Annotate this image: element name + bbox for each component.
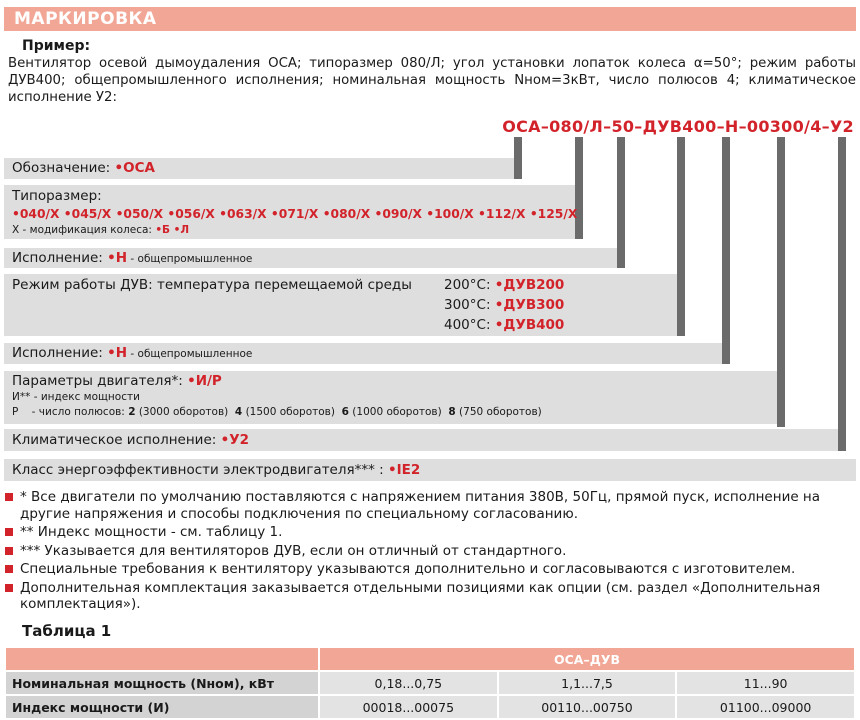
size-label: Типоразмер: [12, 188, 102, 204]
mode-label: Режим работы ДУВ: температура перемещаем… [12, 277, 412, 293]
note-item: *** Указывается для вентиляторов ДУВ, ес… [4, 543, 856, 560]
table-cell: 11...90 [675, 670, 856, 696]
table-row: Индекс мощности (И) 00018...00075 00110.… [4, 694, 856, 720]
table-row-label: Индекс мощности (И) [4, 694, 320, 720]
mode-400: 400°С: •ДУВ400 [444, 317, 565, 333]
section-title: МАРКИРОВКА [14, 9, 157, 29]
table-cell: 00018...00075 [318, 694, 499, 720]
table-header-empty [4, 646, 320, 672]
table-cell: 00110...00750 [496, 694, 678, 720]
example-title: Пример: [22, 38, 91, 54]
row-energy: Класс энергоэффективности электродвигате… [4, 459, 856, 481]
motor-label: Параметры двигателя*: •И/Р [12, 373, 222, 389]
bullet-square-icon [5, 546, 13, 555]
energy: Класс энергоэффективности электродвигате… [12, 462, 421, 478]
row-execution-2: Исполнение: •Н - общепромышленное [4, 343, 722, 364]
example-text: Вентилятор осевой дымоудаления ОСА; типо… [8, 56, 856, 105]
table-header: ОСА–ДУВ [318, 646, 856, 672]
table-cell: 01100...09000 [675, 694, 856, 720]
table-cell: 1,1...7,5 [496, 670, 678, 696]
mode-300: 300°С: •ДУВ300 [444, 297, 565, 313]
table-row: Номинальная мощность (Nном), кВт 0,18...… [4, 670, 856, 696]
row-size: Типоразмер: •040/Х •045/Х •050/Х •056/Х … [4, 185, 578, 239]
table-row-label: Номинальная мощность (Nном), кВт [4, 670, 320, 696]
designation-value: •ОСА [114, 160, 155, 176]
execution-1: Исполнение: •Н - общепромышленное [12, 250, 253, 266]
motor-line-1: И** - индекс мощности [12, 391, 140, 403]
connector-bar-4 [677, 137, 685, 336]
note-item: Специальные требования к вентилятору ука… [4, 561, 856, 578]
motor-line-2: Р - число полюсов: 2 (3000 оборотов) 4 (… [12, 406, 542, 418]
connector-bar-3 [617, 137, 625, 268]
designation-label: Обозначение: •ОСА [12, 160, 155, 176]
row-execution-1: Исполнение: •Н - общепромышленное [4, 248, 617, 268]
connector-bar-2 [575, 137, 583, 239]
size-note: Х - модификация колеса: •Б •Л [12, 224, 190, 236]
row-climate: Климатическое исполнение: •У2 [4, 429, 838, 451]
marking-code: ОСА–080/Л–50–ДУВ400–Н–00300/4–У2 [502, 117, 854, 136]
bullet-square-icon [5, 493, 13, 501]
mode-200: 200°С: •ДУВ200 [444, 277, 565, 293]
bullet-square-icon [5, 565, 13, 573]
size-values: •040/Х •045/Х •050/Х •056/Х •063/Х •071/… [12, 207, 578, 221]
row-mode: Режим работы ДУВ: температура перемещаем… [4, 274, 677, 336]
row-designation: Обозначение: •ОСА [4, 158, 514, 179]
connector-bar-1 [514, 137, 522, 179]
power-index-table: ОСА–ДУВ Номинальная мощность (Nном), кВт… [4, 646, 856, 720]
execution-2: Исполнение: •Н - общепромышленное [12, 345, 253, 361]
note-item: ** Индекс мощности - см. таблицу 1. [4, 524, 856, 541]
connector-bar-5 [722, 137, 730, 364]
table-header-row: ОСА–ДУВ [4, 646, 856, 672]
connector-bar-6 [777, 137, 785, 427]
note-item: * Все двигатели по умолчанию поставляютс… [4, 489, 856, 522]
connector-bar-7 [838, 137, 846, 451]
bullet-square-icon [5, 583, 13, 592]
row-motor: Параметры двигателя*: •И/Р И** - индекс … [4, 371, 777, 424]
note-item: Дополнительная комплектация заказывается… [4, 580, 856, 613]
climate: Климатическое исполнение: •У2 [12, 432, 250, 448]
table-title: Таблица 1 [22, 622, 112, 640]
bullet-square-icon [5, 528, 13, 536]
notes-list: * Все двигатели по умолчанию поставляютс… [4, 489, 856, 615]
table-cell: 0,18...0,75 [318, 670, 499, 696]
section-header: МАРКИРОВКА [4, 7, 856, 31]
